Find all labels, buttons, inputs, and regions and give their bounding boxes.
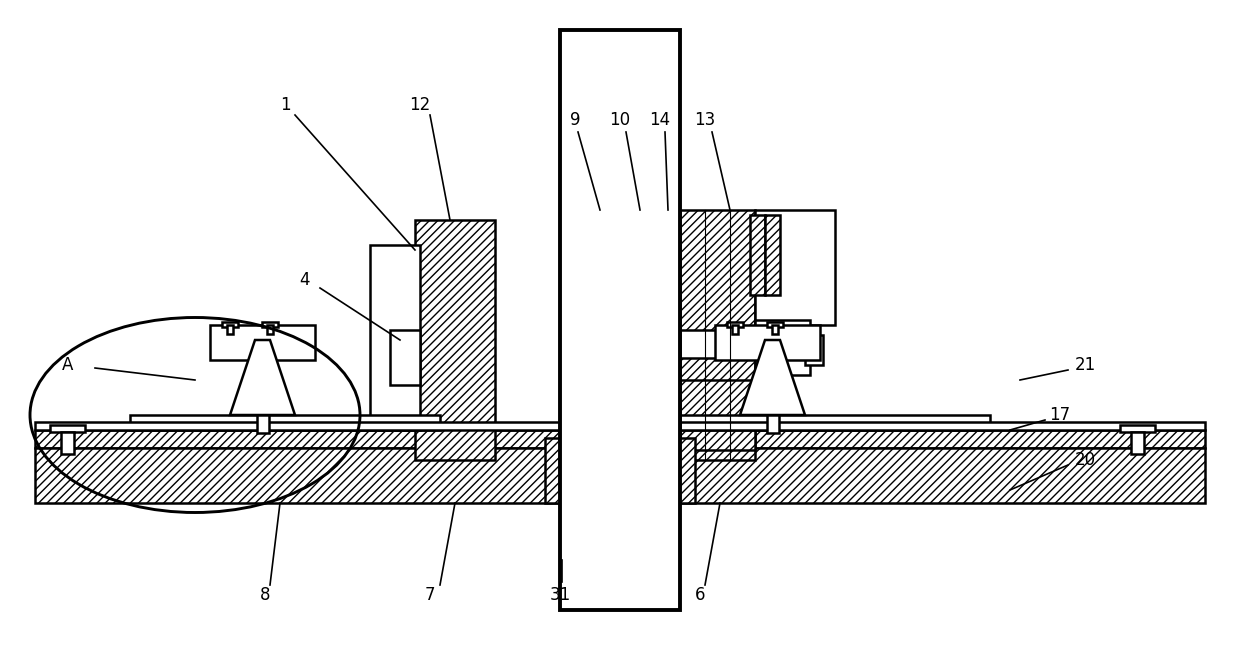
Text: 9: 9 — [569, 111, 580, 129]
Bar — [257, 415, 269, 433]
Text: 1: 1 — [280, 96, 290, 114]
Text: 10: 10 — [609, 111, 631, 129]
Bar — [227, 325, 233, 334]
Bar — [715, 325, 820, 360]
Bar — [1131, 432, 1145, 454]
Text: 21: 21 — [1074, 356, 1096, 374]
Bar — [1120, 425, 1154, 432]
Text: 14: 14 — [650, 111, 671, 129]
Bar — [61, 432, 74, 454]
Bar — [680, 448, 1205, 503]
Bar — [267, 325, 273, 334]
Bar — [765, 215, 780, 295]
Bar — [546, 438, 694, 503]
Bar — [750, 215, 765, 295]
Polygon shape — [740, 340, 805, 415]
Bar — [773, 325, 777, 334]
Text: 4: 4 — [300, 271, 310, 289]
Text: 20: 20 — [1074, 451, 1096, 469]
Bar — [727, 322, 743, 327]
Bar — [130, 415, 440, 430]
Text: 13: 13 — [694, 111, 715, 129]
Bar — [35, 448, 560, 503]
Bar — [755, 210, 835, 325]
Bar — [415, 220, 495, 460]
Bar — [35, 422, 560, 430]
Text: 12: 12 — [409, 96, 430, 114]
Bar — [680, 380, 755, 450]
Text: 8: 8 — [259, 586, 270, 604]
Text: 7: 7 — [425, 586, 435, 604]
Polygon shape — [229, 340, 295, 415]
Bar — [680, 415, 990, 430]
Bar — [768, 415, 779, 433]
Bar — [560, 30, 680, 610]
Bar — [222, 322, 238, 327]
Bar — [680, 330, 770, 358]
Text: 31: 31 — [549, 586, 570, 604]
Bar — [391, 330, 420, 385]
Bar — [262, 322, 278, 327]
Bar — [210, 325, 315, 360]
Bar — [805, 335, 823, 365]
Bar — [755, 320, 810, 375]
Text: 6: 6 — [694, 586, 706, 604]
Text: A: A — [62, 356, 73, 374]
Bar — [680, 422, 1205, 430]
Text: 17: 17 — [1049, 406, 1070, 424]
Bar — [680, 210, 755, 460]
Bar — [732, 325, 738, 334]
Bar — [370, 245, 420, 430]
Bar — [35, 430, 560, 448]
Bar — [768, 322, 782, 327]
Bar — [50, 425, 86, 432]
Bar — [680, 430, 1205, 448]
